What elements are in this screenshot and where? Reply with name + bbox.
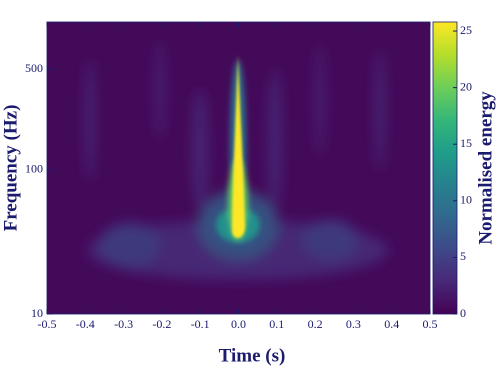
- colorbar-tick-label: 0: [460, 306, 466, 320]
- x-tick-label: -0.2: [152, 317, 171, 331]
- colorbar-tick-label: 5: [460, 249, 466, 263]
- colorbar-tick-label: 25: [460, 23, 472, 37]
- colorbar-title: Normalised energy: [475, 91, 496, 245]
- x-tick-label: -0.3: [114, 317, 133, 331]
- x-tick-label: 0.2: [308, 317, 323, 331]
- y-tick-label: 100: [25, 162, 43, 176]
- colorbar-tick-label: 20: [460, 79, 472, 93]
- colorbar-tick-label: 10: [460, 193, 472, 207]
- colorbar-scale: [432, 21, 458, 315]
- x-tick-label: 0.5: [423, 317, 438, 331]
- x-tick-label: 0.3: [346, 317, 361, 331]
- chirp: [232, 55, 246, 238]
- spectrogram: [47, 22, 430, 314]
- colorbar-tick-label: 15: [460, 136, 472, 150]
- x-tick-label: -0.4: [76, 317, 95, 331]
- x-tick-label: 0.0: [231, 317, 246, 331]
- y-axis-title: Frequency (Hz): [0, 105, 21, 232]
- y-tick-label: 10: [31, 306, 43, 320]
- colorbar: 0 5 10 15 20 25: [432, 21, 472, 320]
- y-tick-label: 500: [25, 61, 43, 75]
- x-tick-label: -0.5: [38, 317, 57, 331]
- x-tick-label: -0.1: [191, 317, 210, 331]
- x-tick-label: 0.1: [269, 317, 284, 331]
- x-tick-label: 0.4: [384, 317, 399, 331]
- x-axis-title: Time (s): [219, 345, 286, 366]
